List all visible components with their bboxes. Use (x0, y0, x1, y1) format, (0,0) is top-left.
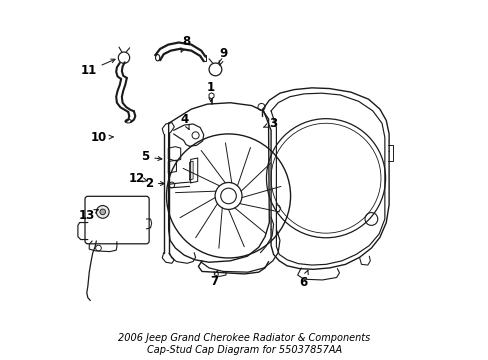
Text: 10: 10 (91, 131, 113, 144)
Text: 5: 5 (141, 150, 162, 163)
Text: 2: 2 (144, 177, 164, 190)
Text: 9: 9 (219, 46, 227, 65)
Text: 11: 11 (80, 59, 115, 77)
Circle shape (100, 209, 105, 215)
Text: 12: 12 (128, 172, 147, 185)
Text: 6: 6 (298, 270, 307, 289)
FancyBboxPatch shape (85, 196, 149, 244)
Text: 8: 8 (181, 35, 190, 52)
Circle shape (96, 206, 109, 218)
Text: 4: 4 (180, 113, 189, 130)
Text: 13: 13 (79, 209, 98, 222)
Text: 3: 3 (263, 117, 276, 130)
Text: 1: 1 (206, 81, 214, 102)
Text: 2006 Jeep Grand Cherokee Radiator & Components
Cap-Stud Cap Diagram for 55037857: 2006 Jeep Grand Cherokee Radiator & Comp… (118, 333, 370, 355)
Text: 7: 7 (210, 270, 218, 288)
